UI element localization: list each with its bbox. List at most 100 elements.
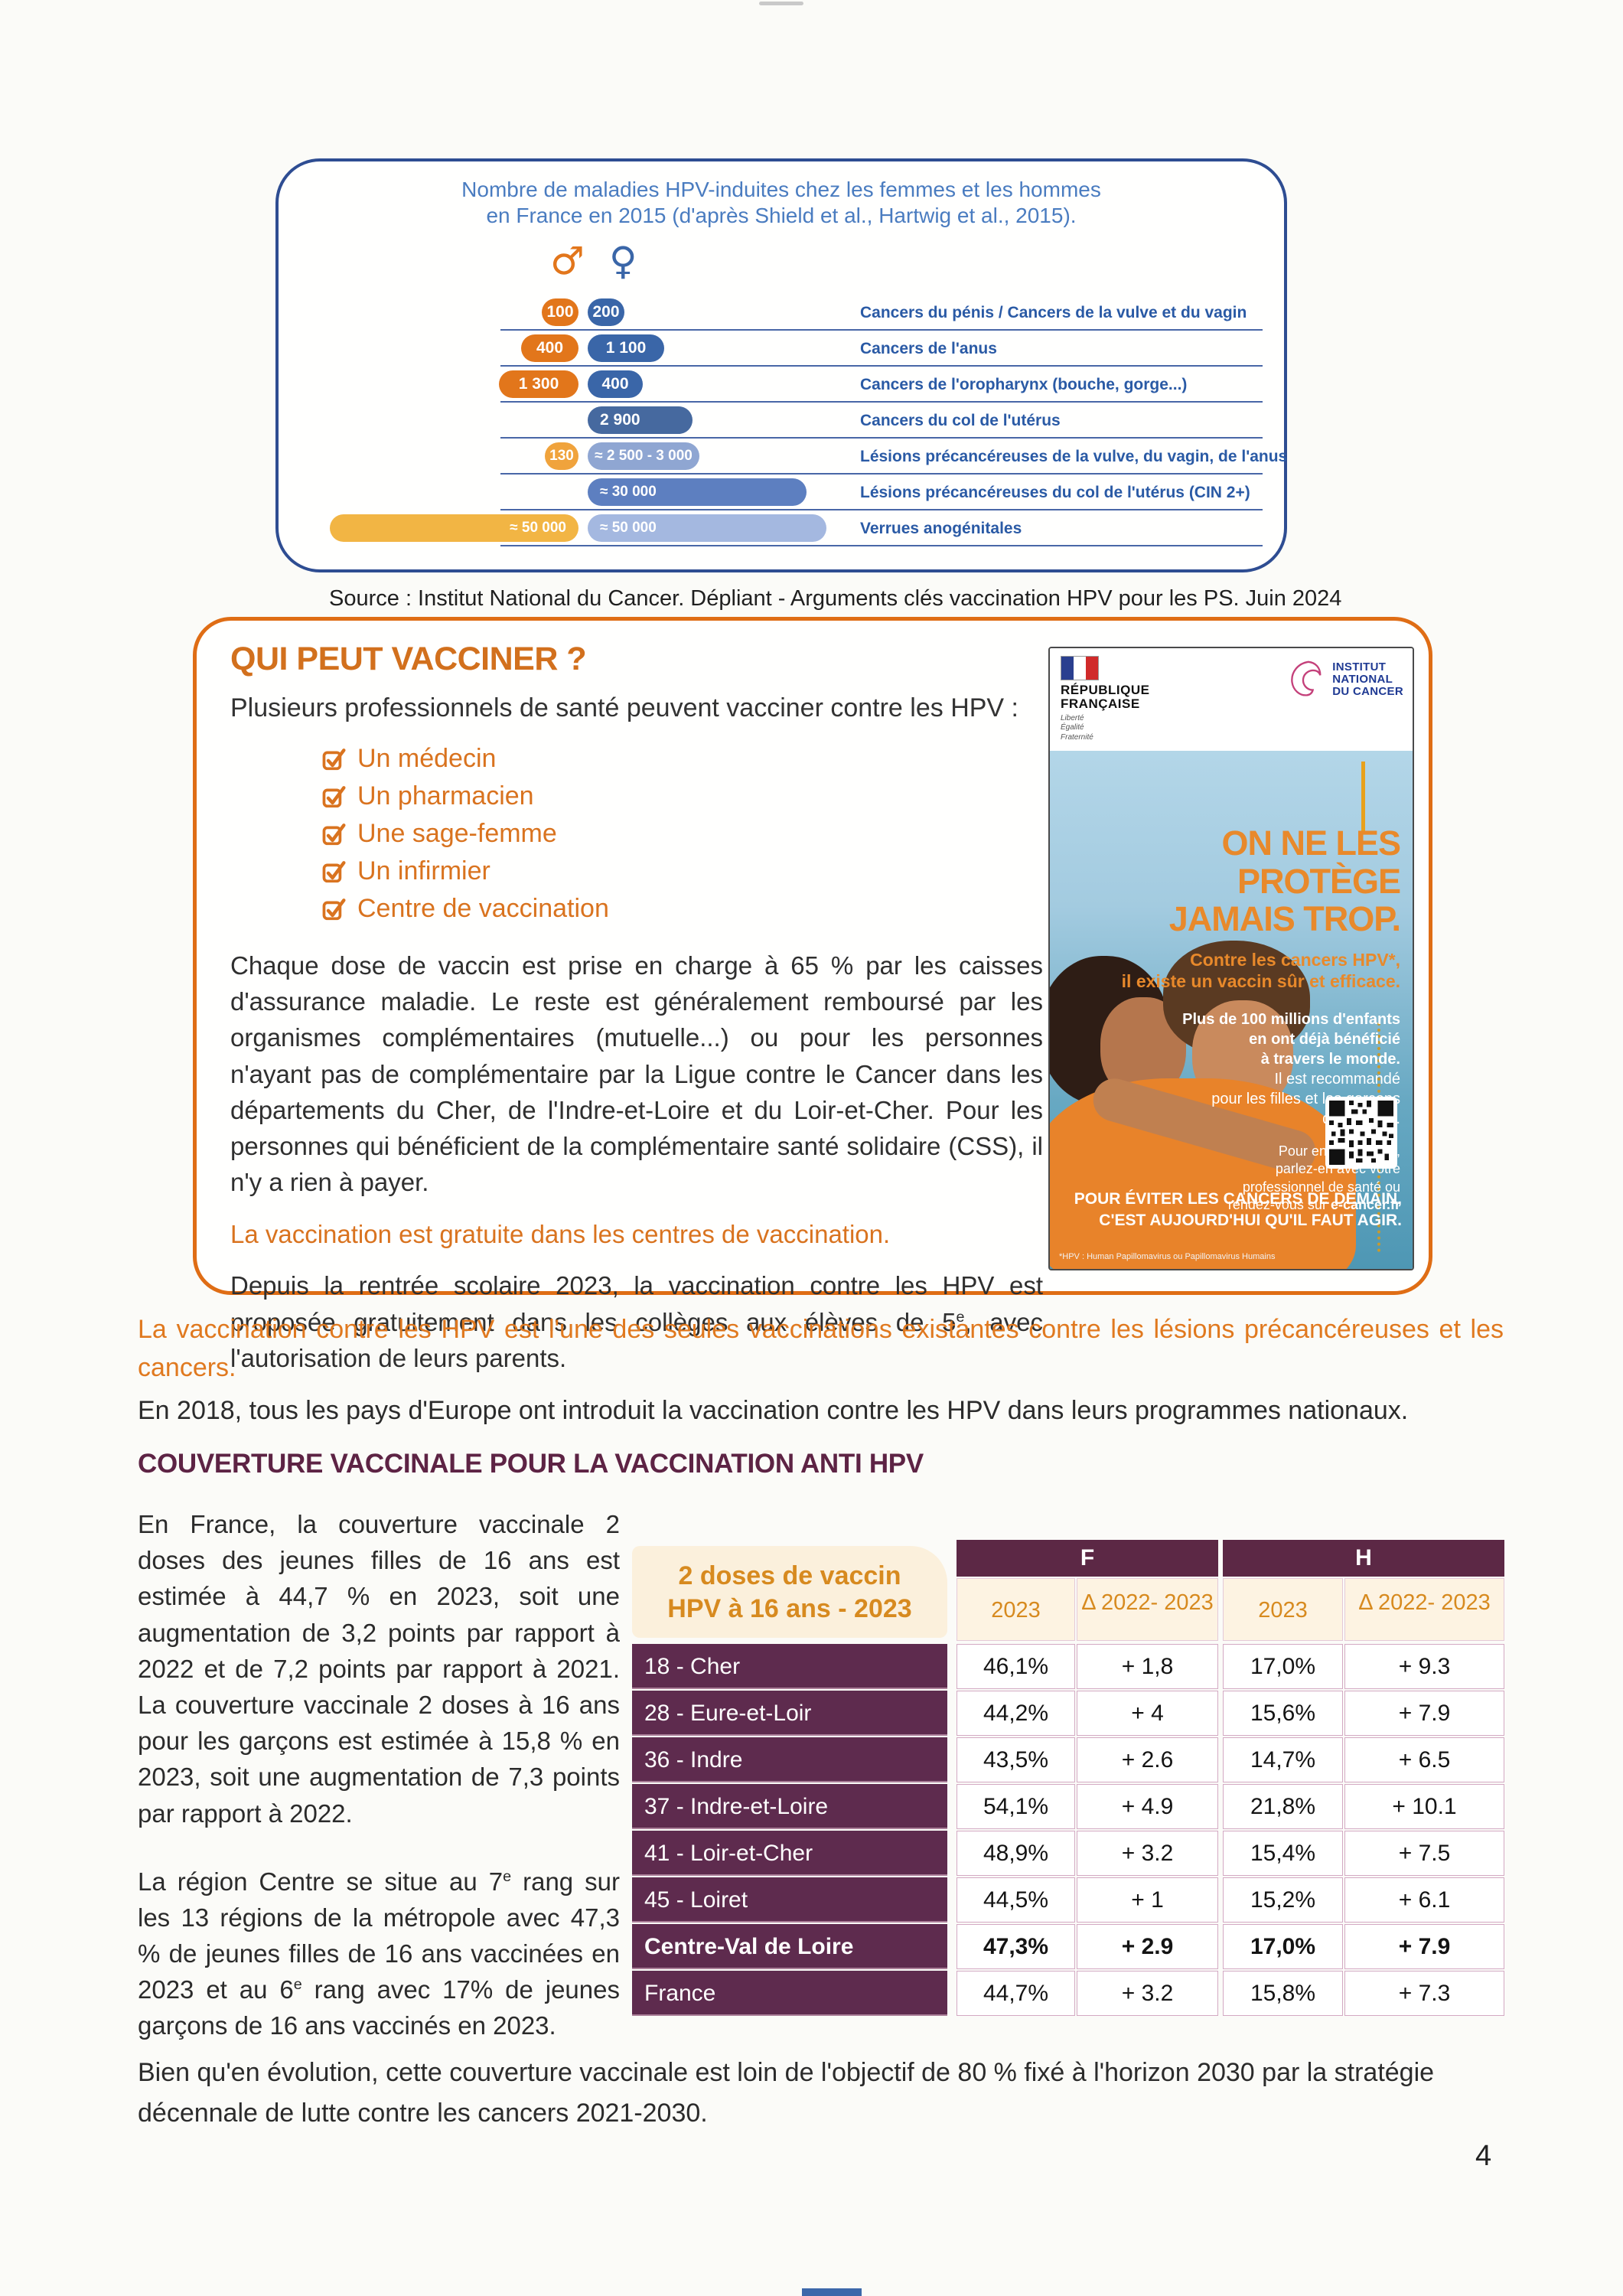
chart-row: ≈ 30 000 Lésions précancéreuses du col d… <box>279 475 1284 510</box>
f-delta-cell: + 4.9 <box>1077 1784 1218 1829</box>
institut-national-du-cancer-logo: INSTITUT NATIONAL DU CANCER <box>1283 657 1403 702</box>
checklist-item-label: Un pharmacien <box>357 781 534 810</box>
h-2023-cell: 15,4% <box>1223 1831 1343 1876</box>
page-number: 4 <box>1475 2140 1492 2172</box>
poster-headline-line1: ON NE LES PROTÈGE <box>1221 823 1401 901</box>
dept-cell: 37 - Indre-et-Loire <box>632 1784 947 1829</box>
qr-code <box>1325 1097 1397 1169</box>
checklist-item: Un médecin <box>322 740 1043 778</box>
h-2023-cell: 15,2% <box>1223 1877 1343 1923</box>
f-delta-cell: + 4 <box>1077 1691 1218 1736</box>
checklist-item: Centre de vaccination <box>322 890 1043 928</box>
dept-cell: Centre-Val de Loire <box>632 1924 947 1969</box>
poster-header: RÉPUBLIQUE FRANÇAISE Liberté Égalité Fra… <box>1050 648 1413 751</box>
poster-url: e-cancer.fr <box>1330 1197 1400 1213</box>
scan-artifact-bottom <box>802 2288 862 2296</box>
male-bar: 130 <box>545 442 578 470</box>
professionals-checklist: Un médecin Un pharmacien Une sage-femme … <box>322 740 1043 928</box>
f-delta-cell: + 3.2 <box>1077 1971 1218 2016</box>
female-bar: 400 <box>588 370 643 398</box>
f-2023-cell: 47,3% <box>957 1924 1075 1969</box>
poster-info-line: professionnel de santé ou <box>1242 1179 1400 1195</box>
table-row: 18 - Cher 46,1% + 1,8 17,0% + 9.3 <box>632 1644 1504 1691</box>
table-row-region-total: Centre-Val de Loire 47,3% + 2.9 17,0% + … <box>632 1924 1504 1971</box>
paragraph-text: Depuis la rentrée scolaire 2023, la vacc… <box>230 1271 1043 1336</box>
checkbox-check-icon <box>322 823 346 845</box>
male-bar: ≈ 50 000 <box>330 514 578 542</box>
inca-line1: INSTITUT <box>1332 660 1387 674</box>
free-vaccination-line: La vaccination est gratuite dans les cen… <box>230 1220 891 1249</box>
h-delta-cell: + 7.5 <box>1344 1831 1504 1876</box>
h-delta-cell: + 6.5 <box>1344 1737 1504 1782</box>
chart-title-line1: Nombre de maladies HPV-induites chez les… <box>461 178 1101 201</box>
h-delta-cell: + 7.9 <box>1344 1924 1504 1969</box>
inca-text: INSTITUT NATIONAL DU CANCER <box>1332 661 1403 697</box>
f-2023-cell: 48,9% <box>957 1831 1075 1876</box>
h-2023-cell: 17,0% <box>1223 1644 1343 1689</box>
checklist-item-label: Un infirmier <box>357 856 490 885</box>
female-bar: ≈ 2 500 - 3 000 <box>588 442 699 470</box>
bar-label: Lésions précancéreuses de la vulve, du v… <box>860 448 1288 465</box>
chart-row: 2 900 Cancers du col de l'utérus <box>279 403 1284 439</box>
checkbox-check-icon <box>322 860 346 882</box>
qui-box-content: QUI PEUT VACCINER ? Plusieurs profession… <box>230 641 1043 1376</box>
row-separator <box>500 365 1263 367</box>
paragraph-text: rang avec 17% de jeunes garçons de 16 an… <box>138 1975 620 2040</box>
superscript: e <box>503 1867 512 1885</box>
coverage-paragraph-1: En France, la couverture vaccinale 2 dos… <box>138 1510 620 1828</box>
poster-info-line: rendez-vous sur e-cancer.fr <box>1064 1196 1400 1214</box>
poster-stat-line: à travers le monde. <box>1260 1051 1400 1068</box>
inca-figure-icon <box>1291 660 1322 696</box>
poster-cta-line1: POUR ÉVITER LES CANCERS DE DEMAIN, <box>1074 1190 1402 1208</box>
row-separator <box>500 473 1263 475</box>
female-bar: 2 900 <box>588 406 693 434</box>
poster-headline-line2: JAMAIS TROP. <box>1168 899 1401 938</box>
female-bar: 200 <box>588 298 624 326</box>
poster-stat-line: Plus de 100 millions d'enfants <box>1182 1011 1400 1028</box>
table-row: 41 - Loir-et-Cher 48,9% + 3.2 15,4% + 7.… <box>632 1831 1504 1877</box>
poster-sub-line2: il existe un vaccin sûr et efficace. <box>1121 971 1400 992</box>
h-delta-cell: + 9.3 <box>1344 1644 1504 1689</box>
closing-paragraph: Bien qu'en évolution, cette couverture v… <box>138 2058 1435 2128</box>
reimbursement-paragraph: Chaque dose de vaccin est prise en charg… <box>230 951 1043 1197</box>
f-2023-cell: 46,1% <box>957 1644 1075 1689</box>
qui-box-intro: Plusieurs professionnels de santé peuven… <box>230 693 1018 722</box>
bar-label: Cancers du pénis / Cancers de la vulve e… <box>860 304 1247 321</box>
checkbox-check-icon <box>322 785 346 807</box>
h-delta-cell: + 10.1 <box>1344 1784 1504 1829</box>
bar-label: Cancers de l'oropharynx (bouche, gorge..… <box>860 376 1188 393</box>
dept-cell: 41 - Loir-et-Cher <box>632 1831 947 1876</box>
h-delta-cell: + 6.1 <box>1344 1877 1504 1923</box>
f-2023-cell: 54,1% <box>957 1784 1075 1829</box>
checklist-item-label: Un médecin <box>357 744 497 773</box>
poster-stat-line: en ont déjà bénéficié <box>1249 1031 1400 1048</box>
europe-paragraph: En 2018, tous les pays d'Europe ont intr… <box>138 1396 1409 1425</box>
table-row: 28 - Eure-et-Loir 44,2% + 4 15,6% + 7.9 <box>632 1691 1504 1737</box>
row-separator <box>500 545 1263 546</box>
superscript: e <box>956 1308 965 1326</box>
corner-line2: HPV à 16 ans - 2023 <box>667 1593 912 1623</box>
chart-title-line2: en France en 2015 (d'après Shield et al.… <box>486 204 1077 228</box>
checklist-item: Une sage-femme <box>322 815 1043 853</box>
checklist-item-label: Centre de vaccination <box>357 894 609 923</box>
coverage-text-column: En France, la couverture vaccinale 2 dos… <box>138 1506 620 2044</box>
paragraph-text: rang sur les 13 régions de la métropole … <box>138 1867 620 2004</box>
male-bar: 100 <box>542 298 578 326</box>
chart-rows: 100 200 Cancers du pénis / Cancers de la… <box>279 295 1288 546</box>
coverage-table: 2 doses de vaccin HPV à 16 ans - 2023 F … <box>632 1540 1504 2022</box>
dept-cell: 18 - Cher <box>632 1644 947 1689</box>
scan-artifact-top <box>759 2 803 5</box>
qui-box-title: QUI PEUT VACCINER ? <box>230 641 587 677</box>
f-delta-cell: + 3.2 <box>1077 1831 1218 1876</box>
column-header-h-delta: Δ 2022- 2023 <box>1344 1578 1504 1641</box>
table-row: 37 - Indre-et-Loire 54,1% + 4.9 21,8% + … <box>632 1784 1504 1831</box>
female-bar: 1 100 <box>588 334 664 362</box>
superscript: e <box>293 1976 302 1994</box>
h-2023-cell: 15,8% <box>1223 1971 1343 2016</box>
chart-title: Nombre de maladies HPV-induites chez les… <box>279 177 1284 229</box>
inca-poster: RÉPUBLIQUE FRANÇAISE Liberté Égalité Fra… <box>1048 647 1414 1270</box>
row-separator <box>500 329 1263 331</box>
table-corner-header: 2 doses de vaccin HPV à 16 ans - 2023 <box>632 1546 947 1638</box>
row-separator <box>500 509 1263 510</box>
